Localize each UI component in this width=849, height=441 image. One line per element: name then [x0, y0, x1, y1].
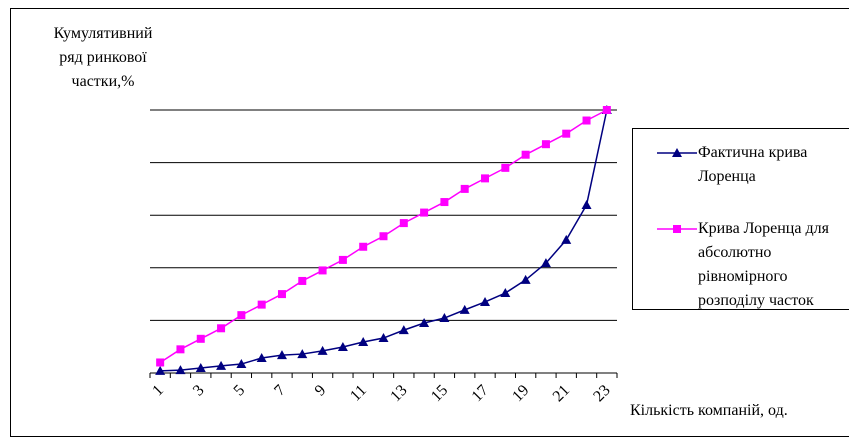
legend-label: Крива Лоренца для абсолютно рівномірного… — [698, 220, 829, 309]
marker — [297, 349, 308, 359]
marker — [582, 116, 591, 125]
marker — [541, 140, 550, 149]
marker — [176, 345, 185, 354]
x-tick-label: 11 — [347, 382, 370, 405]
marker — [277, 290, 286, 299]
x-tick-label: 1 — [149, 382, 167, 400]
x-tick-label: 19 — [509, 382, 532, 405]
marker — [337, 341, 348, 351]
x-tick-label: 3 — [190, 382, 208, 400]
marker — [237, 311, 246, 320]
marker — [581, 199, 592, 209]
series-line — [160, 109, 608, 372]
x-tick-label: 5 — [231, 382, 249, 400]
x-tick-label: 9 — [312, 382, 330, 400]
marker — [379, 232, 388, 241]
x-tick-label: 17 — [469, 382, 492, 405]
y-axis-label: Кумулятивний — [54, 25, 153, 42]
x-axis-label: Кількість компаній, од. — [630, 402, 788, 419]
marker — [481, 174, 490, 183]
marker — [459, 304, 470, 314]
marker — [236, 359, 247, 369]
marker — [460, 184, 469, 193]
marker — [338, 255, 347, 264]
x-tick-label: 7 — [271, 382, 289, 400]
marker — [420, 208, 429, 217]
legend-label: Фактична крива Лоренца — [698, 144, 808, 185]
marker — [561, 234, 572, 244]
marker — [175, 365, 186, 375]
y-axis-label: ряд ринкової — [59, 49, 147, 66]
marker — [439, 313, 450, 323]
x-tick-label: 13 — [387, 382, 410, 405]
marker — [317, 345, 328, 355]
marker — [359, 242, 368, 251]
marker — [440, 198, 449, 207]
y-axis-label: частки,% — [72, 73, 135, 90]
marker — [217, 324, 226, 333]
marker — [216, 360, 227, 370]
marker — [540, 258, 551, 268]
marker — [521, 150, 530, 159]
marker — [520, 274, 531, 284]
legend-swatch — [657, 148, 697, 157]
marker — [276, 350, 287, 360]
legend-swatch — [657, 225, 697, 233]
x-tick-label: 15 — [428, 382, 451, 405]
marker — [419, 318, 430, 328]
marker — [399, 219, 408, 228]
marker — [358, 336, 369, 346]
marker — [257, 300, 266, 309]
marker — [562, 129, 571, 138]
marker — [602, 106, 611, 114]
marker — [156, 358, 165, 367]
marker — [378, 333, 389, 343]
marker — [672, 148, 682, 157]
marker — [480, 296, 491, 306]
marker — [318, 266, 327, 275]
marker — [196, 334, 205, 343]
legend: Фактична крива Лоренца Крива Лоренца для … — [632, 128, 849, 310]
marker — [501, 163, 510, 172]
marker — [256, 353, 267, 363]
marker — [298, 276, 307, 285]
x-tick-label: 23 — [590, 382, 613, 405]
chart-border — [10, 8, 849, 437]
x-tick-label: 21 — [550, 382, 573, 405]
marker — [195, 363, 206, 373]
marker — [673, 225, 681, 233]
marker — [155, 365, 166, 375]
marker — [500, 288, 511, 298]
marker — [398, 325, 409, 335]
